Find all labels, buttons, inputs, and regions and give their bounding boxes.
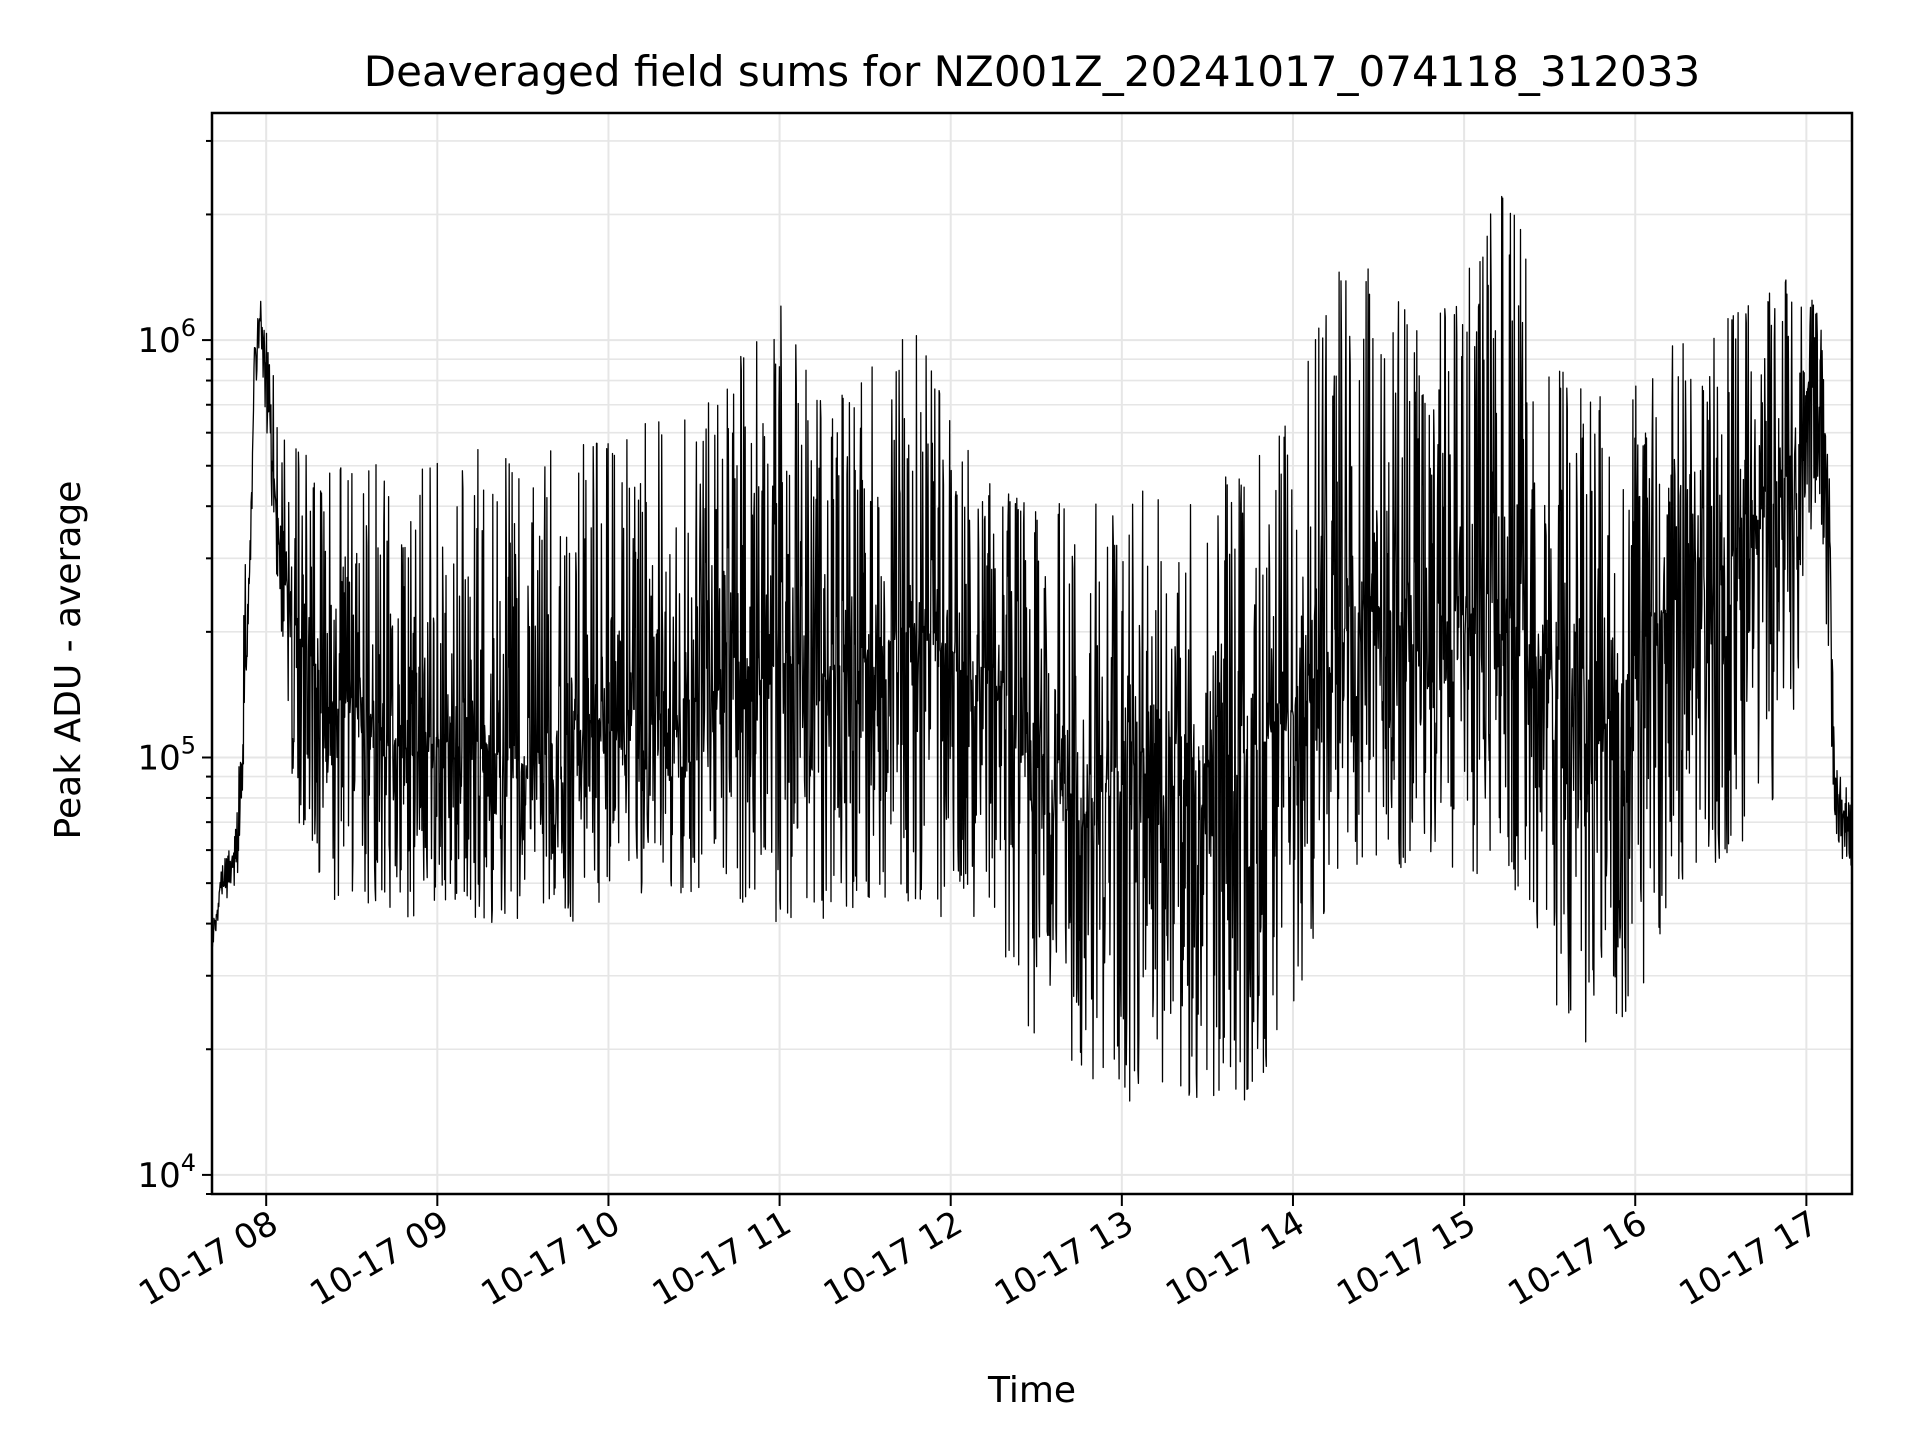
series-layer xyxy=(211,195,1853,1102)
plot-frame xyxy=(210,111,1854,1196)
series-line xyxy=(211,195,1853,1102)
y-axis-label: Peak ADU - average xyxy=(48,481,89,840)
y-tick-label: 105 xyxy=(137,731,196,778)
y-tick-label: 104 xyxy=(137,1149,196,1196)
x-axis-label: Time xyxy=(987,1370,1076,1411)
y-tick-label: 106 xyxy=(137,314,196,361)
chart-title: Deaveraged field sums for NZ001Z_2024101… xyxy=(364,47,1700,96)
